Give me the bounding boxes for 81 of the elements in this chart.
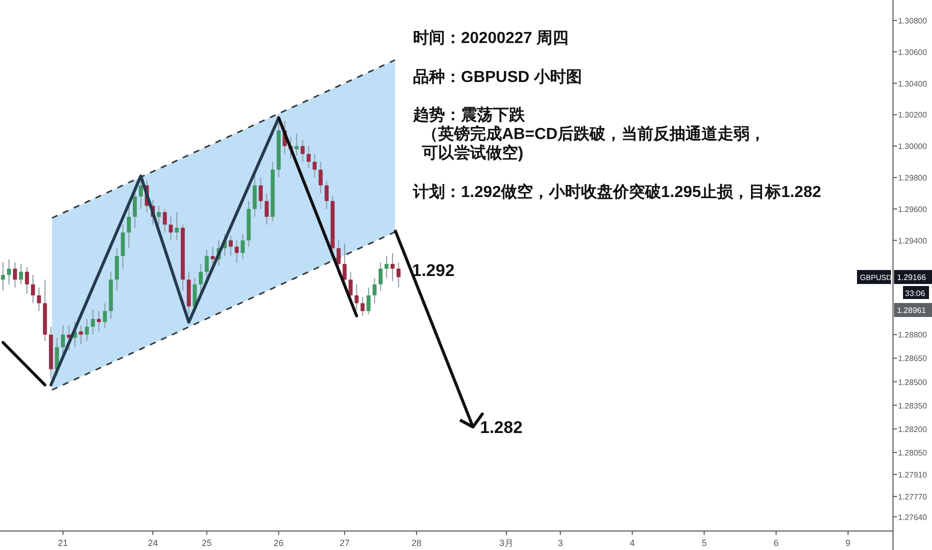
candlestick (24, 266, 29, 294)
candlestick (336, 240, 341, 276)
candlestick (0, 262, 5, 292)
annotation: 计划：1.292做空，小时收盘价突破1.295止损，目标1.282 (412, 183, 822, 201)
y-tick-label: 1.27770 (898, 492, 928, 502)
y-tick-label: 1.29400 (898, 236, 928, 246)
candlestick (228, 235, 233, 257)
candlestick (306, 146, 311, 169)
candlestick (120, 224, 125, 270)
candlestick (258, 177, 263, 210)
candlestick (378, 262, 383, 292)
candlestick (300, 139, 305, 162)
y-tick-label: 1.27910 (898, 470, 928, 480)
text: 1.29166 (897, 273, 926, 282)
candlestick (360, 296, 365, 316)
y-tick-label: 1.28200 (898, 424, 928, 434)
x-tick-label: 5 (702, 538, 707, 548)
x-tick-label: 25 (202, 538, 212, 548)
y-tick-label: 1.28500 (898, 378, 928, 387)
y-tick-label: 1.27640 (898, 512, 928, 522)
candlestick (318, 161, 323, 194)
x-tick-label: 9 (846, 538, 851, 548)
y-tick-label: 1.30800 (898, 16, 928, 26)
x-tick-label: 24 (148, 538, 158, 548)
x-tick-label: 27 (340, 538, 350, 548)
annotation: 1.282 (480, 418, 523, 437)
candlestick (84, 318, 89, 342)
text: 33:06 (905, 289, 926, 298)
candlestick (30, 274, 35, 304)
x-tick-label: 4 (630, 538, 635, 548)
y-tick-label: 1.30000 (898, 142, 928, 152)
x-tick-label: 3 (558, 538, 563, 548)
candlestick (324, 180, 329, 210)
candlestick (174, 212, 179, 241)
y-tick-label: 1.28350 (898, 401, 928, 410)
candlestick (132, 190, 137, 228)
annotation: 品种：GBPUSD 小时图 (413, 68, 582, 86)
x-tick-label: 21 (58, 538, 68, 548)
candlestick (78, 324, 83, 345)
candlestick (96, 310, 101, 332)
annotation: 可以尝试做空) (421, 144, 524, 162)
candlestick (90, 308, 95, 336)
candlestick (240, 234, 245, 260)
annotation: 时间：20200227 周四 (413, 29, 569, 47)
candlestick (162, 208, 167, 234)
x-tick-label: 26 (274, 538, 284, 548)
candlestick (366, 286, 371, 315)
candlestick (12, 262, 17, 288)
x-tick-label: 6 (774, 538, 779, 548)
candlestick (294, 133, 299, 156)
y-tick-label: 1.28050 (898, 448, 928, 458)
y-tick-label: 1.30200 (898, 110, 928, 120)
candlestick (312, 153, 317, 178)
candlestick (114, 248, 119, 292)
candlestick (396, 262, 401, 288)
candlestick (252, 174, 257, 218)
candlestick (168, 216, 173, 241)
candlestick (6, 258, 11, 285)
annotation: 1.292 (412, 261, 455, 280)
annotation: 趋势：震荡下跌 (412, 106, 526, 124)
candlestick (354, 284, 359, 310)
candlestick (372, 278, 377, 304)
candlestick (156, 205, 161, 226)
x-tick-label: 3月 (499, 538, 514, 548)
text: 1.28961 (897, 306, 926, 315)
candlestick (264, 192, 269, 226)
y-tick-label: 1.29800 (898, 174, 928, 183)
candlestick (18, 263, 23, 285)
annotation: （英镑完成AB=CD后跌破，当前反抽通道走弱， (422, 124, 766, 143)
x-tick-label: 28 (412, 538, 422, 548)
y-tick-label: 1.30400 (898, 79, 928, 88)
y-tick-label: 1.29600 (898, 204, 928, 214)
candlestick (102, 302, 107, 329)
candlestick (384, 256, 389, 279)
y-tick-label: 1.28650 (898, 354, 928, 364)
y-tick-label: 1.30600 (898, 48, 928, 57)
candlestick (234, 240, 239, 263)
candlestick (126, 205, 131, 249)
y-tick-label: 1.28800 (898, 330, 928, 340)
candlestick (36, 286, 41, 312)
candlestick (390, 252, 395, 282)
